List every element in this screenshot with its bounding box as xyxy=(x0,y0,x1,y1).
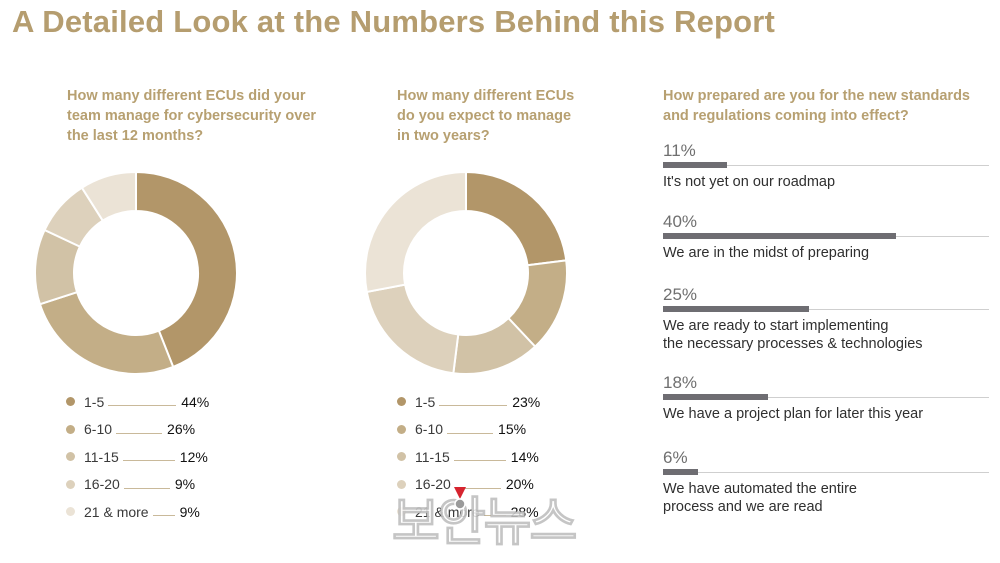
donut-slice-21-and-more xyxy=(80,170,137,223)
donut-slice-16-20 xyxy=(365,283,460,375)
legend-value: 28% xyxy=(510,503,539,520)
bar-track xyxy=(663,233,989,239)
legend-label: 6-10 xyxy=(415,421,444,438)
bar-category-label: We are ready to start implementing the n… xyxy=(663,318,923,352)
donut-slice-1-5 xyxy=(135,170,238,369)
watermark-text: 보안뉴스 xyxy=(391,493,577,554)
bar-item-2: 40% We are in the midst of preparing xyxy=(663,212,989,263)
bar-category-label: We have a project plan for later this ye… xyxy=(663,406,924,422)
legend-label: 1-5 xyxy=(84,393,105,410)
legend-value: 44% xyxy=(181,393,210,410)
legend-leader-line xyxy=(108,405,177,407)
legend-leader-line xyxy=(122,460,175,462)
legend-label: 21 & more xyxy=(84,503,149,520)
legend-item-21-and-more: 21 & more 9% xyxy=(66,498,209,526)
legend-item-11-15: 11-15 14% xyxy=(397,443,540,471)
bar-track xyxy=(663,394,989,400)
bar-track xyxy=(663,162,989,168)
legend-value: 15% xyxy=(498,421,527,438)
bar-item-4: 18% We have a project plan for later this… xyxy=(663,373,989,424)
bar-fill xyxy=(663,162,728,168)
bar-category-label: It's not yet on our roadmap xyxy=(663,174,836,190)
legend-swatch xyxy=(397,452,406,462)
legend-value: 26% xyxy=(167,421,196,438)
donut-chart-last-12-months xyxy=(34,170,238,375)
legend-swatch xyxy=(397,397,406,407)
legend-leader-line xyxy=(454,487,501,489)
legend-label: 11-15 xyxy=(415,448,450,465)
bar-track xyxy=(663,469,989,475)
legend-value: 12% xyxy=(179,448,208,465)
bar-value-label: 18% xyxy=(663,373,698,392)
bar-track xyxy=(663,306,989,312)
bar-value-label: 25% xyxy=(663,285,698,304)
legend-leader-line xyxy=(483,515,506,517)
legend-swatch xyxy=(397,479,406,489)
legend-swatch xyxy=(66,424,75,434)
legend-value: 23% xyxy=(512,393,541,410)
legend-swatch xyxy=(66,479,75,489)
bar-fill xyxy=(663,306,809,312)
legend-value: 20% xyxy=(505,476,534,493)
legend-item-6-10: 6-10 26% xyxy=(66,416,209,444)
legend-two-years: 1-5 23% 6-10 15% 11-15 14% 16-20 20% 21 & more 28… xyxy=(397,388,540,526)
legend-leader-line xyxy=(123,487,170,489)
bar-baseline xyxy=(663,397,989,398)
legend-leader-line xyxy=(453,460,506,462)
question-ecus-two-years: How many different ECUs do you expect to… xyxy=(397,88,575,144)
legend-swatch xyxy=(66,397,75,407)
bar-baseline xyxy=(663,472,989,473)
legend-swatch xyxy=(397,424,406,434)
donut-chart-two-years xyxy=(364,170,568,375)
legend-label: 6-10 xyxy=(84,421,113,438)
bar-value-label: 40% xyxy=(663,212,698,231)
donut-slice-1-5 xyxy=(465,170,568,267)
bar-baseline xyxy=(663,165,989,166)
legend-label: 16-20 xyxy=(415,476,451,493)
bar-item-5: 6% We have automated the entire process a… xyxy=(663,448,989,516)
legend-label: 16-20 xyxy=(84,476,120,493)
legend-item-1-5: 1-5 23% xyxy=(397,388,540,416)
bar-baseline xyxy=(663,309,989,310)
bar-category-label: We are in the midst of preparing xyxy=(663,245,870,261)
bar-fill xyxy=(663,469,698,475)
legend-swatch xyxy=(397,507,406,517)
legend-item-16-20: 16-20 9% xyxy=(66,471,209,499)
bar-item-3: 25% We are ready to start implementing th… xyxy=(663,285,989,353)
bar-value-label: 6% xyxy=(663,448,688,467)
legend-value: 9% xyxy=(174,476,196,493)
legend-leader-line xyxy=(447,432,494,434)
bar-fill xyxy=(663,233,896,239)
legend-value: 14% xyxy=(510,448,539,465)
bar-category-label: We have automated the entire process and… xyxy=(663,481,857,515)
legend-label: 1-5 xyxy=(415,393,436,410)
legend-swatch xyxy=(66,507,75,517)
donut-slice-21-and-more xyxy=(364,170,467,294)
legend-leader-line xyxy=(439,405,508,407)
donut-slice-6-10 xyxy=(38,290,175,375)
page-title: A Detailed Look at the Numbers Behind th… xyxy=(12,4,776,39)
legend-label: 11-15 xyxy=(84,448,119,465)
bar-fill xyxy=(663,394,768,400)
legend-item-1-5: 1-5 44% xyxy=(66,388,209,416)
bar-value-label: 11% xyxy=(663,141,696,160)
legend-item-6-10: 6-10 15% xyxy=(397,416,540,444)
legend-value: 9% xyxy=(179,503,200,520)
legend-last-12-months: 1-5 44% 6-10 26% 11-15 12% 16-20 9% 21 & more 9% xyxy=(66,388,209,526)
question-standards-preparedness: How prepared are you for the new standar… xyxy=(663,88,970,124)
legend-leader-line xyxy=(152,515,175,517)
watermark-pin-icon xyxy=(454,487,466,510)
legend-item-16-20: 16-20 20% xyxy=(397,471,540,499)
legend-item-11-15: 11-15 12% xyxy=(66,443,209,471)
question-ecus-last-12-months: How many different ECUs did your team ma… xyxy=(67,88,317,144)
bar-item-1: 11% It's not yet on our roadmap xyxy=(663,141,989,192)
legend-swatch xyxy=(66,452,75,462)
legend-leader-line xyxy=(116,432,163,434)
